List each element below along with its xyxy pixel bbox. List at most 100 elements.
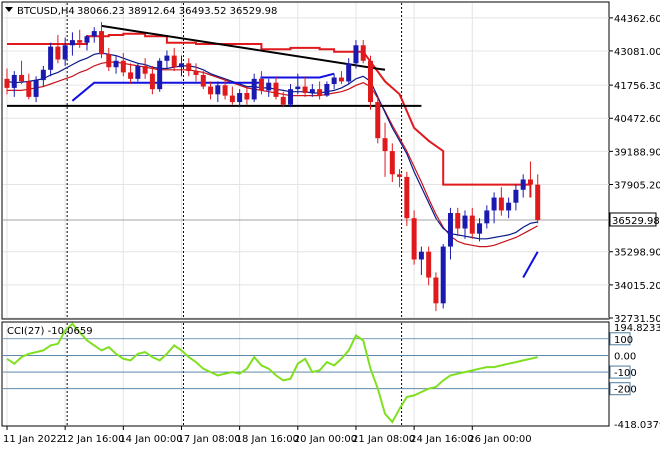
candle-bull[interactable] xyxy=(477,223,483,234)
candle-bear[interactable] xyxy=(208,86,214,95)
candle-bear[interactable] xyxy=(411,218,417,260)
candle-bull[interactable] xyxy=(520,179,526,190)
candle-bear[interactable] xyxy=(258,78,264,91)
candles[interactable] xyxy=(4,22,541,312)
candle-bear[interactable] xyxy=(4,78,10,88)
candle-bull[interactable] xyxy=(324,83,330,96)
candle-bear[interactable] xyxy=(382,138,388,152)
candle-bull[interactable] xyxy=(346,63,352,82)
candle-bull[interactable] xyxy=(178,63,184,68)
candle-bear[interactable] xyxy=(368,60,373,103)
candle-bear[interactable] xyxy=(200,74,206,87)
candle-bear[interactable] xyxy=(280,96,286,105)
candle-bear[interactable] xyxy=(229,95,235,103)
candle-bear[interactable] xyxy=(535,184,541,220)
price-tick-label: 40472.60 xyxy=(614,114,660,125)
candle-bear[interactable] xyxy=(142,65,148,74)
indicator-overlays xyxy=(3,24,609,278)
price-panel-frame xyxy=(1,1,610,320)
candle-bull[interactable] xyxy=(418,251,424,260)
candle-bear[interactable] xyxy=(120,60,126,73)
candle-bull[interactable] xyxy=(113,60,119,68)
candle-bear[interactable] xyxy=(128,72,134,79)
cci-indicator xyxy=(3,322,609,424)
candle-bear[interactable] xyxy=(302,86,308,94)
cci-label: CCI(27) -10.0659 xyxy=(7,326,93,337)
candle-bear[interactable] xyxy=(360,45,366,61)
candle-bear[interactable] xyxy=(106,54,112,68)
candle-bear[interactable] xyxy=(186,63,192,72)
candle-bear[interactable] xyxy=(149,73,155,90)
candle-bull[interactable] xyxy=(69,40,75,46)
candle-bull[interactable] xyxy=(157,60,163,90)
cci-tick-label: -200 xyxy=(614,385,637,396)
candle-bear[interactable] xyxy=(193,71,199,75)
candle-bull[interactable] xyxy=(237,93,243,103)
cci-line xyxy=(6,322,538,424)
price-tick-label: 35298.90 xyxy=(614,248,660,259)
time-tick-label: 12 Jan 16:00 xyxy=(61,434,124,445)
candle-bull[interactable] xyxy=(164,55,170,61)
dropdown-triangle-icon[interactable] xyxy=(5,7,13,12)
candle-bear[interactable] xyxy=(19,74,25,82)
candle-bear[interactable] xyxy=(338,77,344,82)
candle-bull[interactable] xyxy=(11,74,17,88)
candle-bear[interactable] xyxy=(171,55,177,68)
candle-bull[interactable] xyxy=(84,36,90,43)
candle-bear[interactable] xyxy=(244,93,250,100)
candle-bull[interactable] xyxy=(251,78,257,100)
candle-bear[interactable] xyxy=(404,176,410,219)
time-tick-label: 26 Jan 00:00 xyxy=(468,434,531,445)
candle-bull[interactable] xyxy=(135,65,141,79)
resistance-step-line xyxy=(7,32,532,198)
candle-bear[interactable] xyxy=(498,197,504,211)
candle-bull[interactable] xyxy=(309,89,315,94)
candle-bull[interactable] xyxy=(295,86,301,90)
price-tick-label: 44362.60 xyxy=(614,14,660,25)
candle-bear[interactable] xyxy=(55,46,61,60)
candle-bull[interactable] xyxy=(40,69,46,81)
candle-bull[interactable] xyxy=(288,89,294,105)
candle-bear[interactable] xyxy=(273,82,279,97)
candle-bear[interactable] xyxy=(389,151,395,175)
candle-bull[interactable] xyxy=(513,189,519,203)
candle-bull[interactable] xyxy=(484,210,490,224)
candle-bear[interactable] xyxy=(527,179,533,185)
candle-bull[interactable] xyxy=(462,215,468,229)
candle-bull[interactable] xyxy=(215,85,221,95)
time-tick-label: 17 Jan 08:00 xyxy=(177,434,240,445)
cci-tick-label: 0.00 xyxy=(614,351,636,362)
candle-bear[interactable] xyxy=(222,85,228,96)
candle-bear[interactable] xyxy=(317,89,323,96)
current-price-label: 36529.98 xyxy=(612,216,660,227)
candle-bear[interactable] xyxy=(426,251,432,278)
candle-bull[interactable] xyxy=(353,45,359,64)
time-tick-label: 11 Jan 2022 xyxy=(3,434,63,445)
candle-bear[interactable] xyxy=(433,277,439,304)
cci-level-box xyxy=(609,332,631,346)
candle-bear[interactable] xyxy=(469,215,475,234)
price-tick-label: 43081.00 xyxy=(614,47,660,58)
chart-header: BTCUSD,H4 38066.23 38912.64 36493.52 365… xyxy=(5,6,277,17)
price-tick-label: 39188.90 xyxy=(614,147,660,158)
candle-bull[interactable] xyxy=(266,82,272,91)
candle-bull[interactable] xyxy=(331,77,337,84)
cci-level-box xyxy=(609,382,631,396)
candle-bear[interactable] xyxy=(77,40,83,43)
candle-bull[interactable] xyxy=(491,197,497,211)
candle-bull[interactable] xyxy=(506,202,512,211)
cci-level-box xyxy=(609,365,631,379)
candle-bear[interactable] xyxy=(26,81,32,97)
candle-bull[interactable] xyxy=(440,246,446,304)
candle-bear[interactable] xyxy=(397,174,403,177)
cci-tick-label: -100 xyxy=(614,368,637,379)
candle-bull[interactable] xyxy=(91,31,97,37)
candle-bull[interactable] xyxy=(62,45,68,60)
candle-bear[interactable] xyxy=(99,31,105,55)
candle-bear[interactable] xyxy=(455,213,461,229)
candle-bull[interactable] xyxy=(48,46,54,70)
candle-bear[interactable] xyxy=(375,102,381,139)
candle-bull[interactable] xyxy=(447,213,453,247)
candle-bull[interactable] xyxy=(33,80,39,97)
